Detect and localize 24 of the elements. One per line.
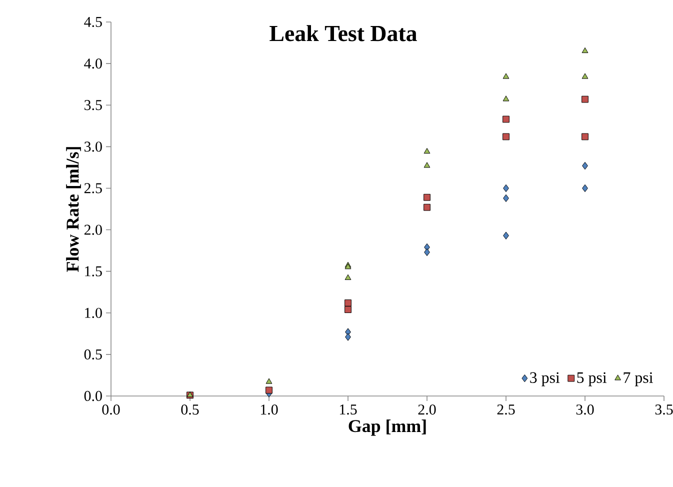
y-tick-label: 2.5 (84, 183, 102, 194)
y-tick-label: 4.0 (84, 58, 102, 69)
x-tick-label: 1.5 (340, 404, 357, 415)
y-tick-label: 3.0 (84, 142, 102, 152)
x-axis-title: Gap [mm] (348, 420, 426, 436)
legend-label: 3 psi (530, 372, 560, 386)
x-tick-label: 0.0 (102, 404, 120, 415)
chart-title: Leak Test Data (270, 25, 417, 42)
y-tick-label: 4.5 (84, 16, 102, 28)
x-tick-label: 2.0 (418, 404, 436, 415)
y-tick-label: 3.5 (84, 100, 102, 110)
y-tick-label: 0.0 (84, 390, 102, 402)
x-tick-label: 3.5 (655, 404, 673, 415)
legend-label: 7 psi (624, 372, 653, 386)
x-tick-label: 0.5 (181, 404, 199, 415)
y-tick-label: 1.5 (85, 266, 102, 276)
legend-label: 5 psi (577, 372, 607, 386)
x-tick-label: 2.5 (497, 404, 515, 415)
y-tick-label: 0.5 (84, 349, 102, 360)
y-tick-label: 2.0 (84, 224, 102, 235)
y-tick-label: 1.0 (85, 308, 102, 318)
x-tick-label: 1.0 (260, 404, 278, 415)
x-tick-label: 3.0 (576, 404, 594, 415)
y-axis-title: Flow Rate [ml/s] (66, 147, 81, 272)
